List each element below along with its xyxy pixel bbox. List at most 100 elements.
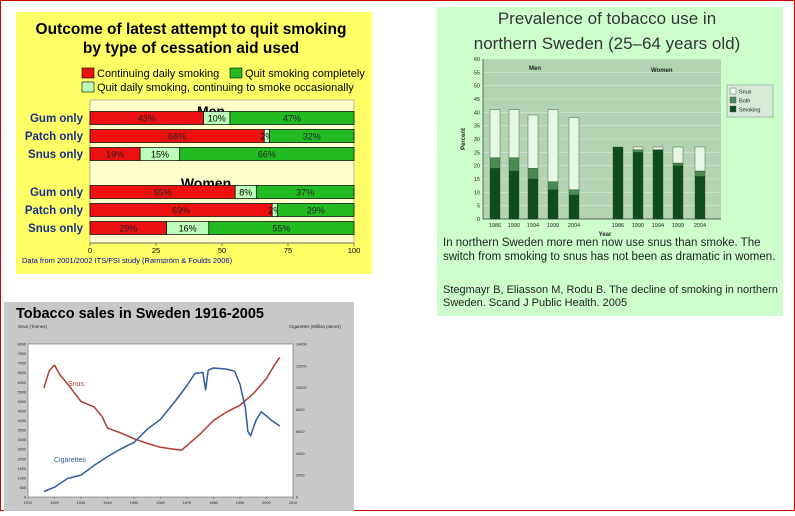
y-left-tick-label: 2000 [18,457,26,461]
bar-segment [208,221,355,235]
chart3-ylabel-right: Cigarettes (Million pieces) [289,324,341,329]
bar-segment [527,168,539,180]
legend-label-both: Both [739,99,750,105]
series-label-cigarettes: Cigarettes [54,457,86,464]
x-tick-label: 1970 [183,501,191,505]
bar-segment [489,168,501,220]
y-left-tick-label: 0 [24,496,26,500]
chart2-title-line1: Prevalence of tobacco use in [498,9,716,28]
category-label: Gum only [30,113,84,125]
y-left-tick-label: 4000 [18,419,26,423]
chart3-axes: 0 500 1000 1500 2000 2500 3000 3500 4000 4500 5000… [18,343,307,506]
y-left-tick-label: 4500 [18,409,26,413]
y-right-tick-label: 4000 [296,452,304,456]
y-tick-label: 50 [474,84,480,90]
bar-segment [568,194,580,220]
x-tick-label: 1940 [103,501,111,505]
data-label: 29% [307,206,325,216]
y-tick-label: 5 [477,204,480,210]
chart3-title: Tobacco sales in Sweden 1916-2005 [16,306,264,322]
chart1-x-axis: 0 25 50 75 100 [88,242,360,255]
y-left-tick-label: 3500 [18,429,26,433]
bar-segment [694,176,706,220]
bar-segment [277,203,355,217]
category-label: Patch only [25,205,84,217]
tobacco-sales-panel: Tobacco sales in Sweden 1916-2005 Snus (… [4,302,354,511]
x-tick-label: 1990 [632,223,644,229]
chart2-group-women: Women [651,68,673,74]
y-right-tick-label: 6000 [296,430,304,434]
x-tick-label: 2004 [568,223,580,229]
y-left-tick-label: 6500 [18,371,26,375]
snus-line [43,356,281,451]
category-label: Patch only [25,131,84,143]
y-left-tick-label: 5000 [18,400,26,404]
y-right-tick-label: 12000 [296,364,307,368]
legend-swatch-continuing [81,67,95,79]
chart1-source: Data from 2001/2002 ITS/FSI study (Ramst… [22,256,233,265]
data-label: 55% [154,188,172,198]
x-tick-label: 1920 [50,501,58,505]
prevalence-citation: Stegmayr B, Eliasson M, Rodu B. The decl… [443,284,778,309]
legend-label-continuing: Continuing daily smoking [97,68,219,80]
bar-segment [269,129,355,143]
chart2-axes: 0 5 10 15 20 25 30 35 40 45 50 55 60 1986 1990 1994 1999… [474,57,721,229]
y-tick-label: 45 [474,97,480,103]
legend-swatch-both [729,96,737,104]
legend-swatch-occasional [81,81,95,93]
x-tick-label: 1999 [672,223,684,229]
bar-segment [632,149,644,153]
bar-segment [229,111,355,125]
bar-segment [255,185,355,199]
x-tick-label: 50 [218,246,226,255]
chart1-bars: Gum only 43% 10% 47% Patch only 66% 2% 32% Snus … [25,111,355,235]
chart3-plot-area [27,343,294,498]
bar-segment [568,189,580,196]
data-label: 32% [303,132,321,142]
category-label: Gum only [30,187,84,199]
legend-label-snus: Snus [739,90,752,96]
legend-label-occasional: Quit daily smoking, continuing to smoke … [97,82,354,94]
quit-attempt-panel: Outcome of latest attempt to quit smokin… [16,12,372,274]
y-right-tick-label: 2000 [296,474,304,478]
x-tick-label: 1910 [24,501,32,505]
x-tick-label: 2000 [262,501,270,505]
data-label: 43% [138,114,156,124]
bar-segment [489,157,501,169]
chart1-title-line1: Outcome of latest attempt to quit smokin… [36,21,347,38]
bar-segment [672,165,684,220]
x-tick-label: 1960 [156,501,164,505]
bar-segment [547,189,559,220]
y-left-tick-label: 500 [20,486,26,490]
bar-segment [527,178,539,220]
y-left-tick-label: 5500 [18,390,26,394]
chart2-group-men: Men [529,66,541,72]
y-left-tick-label: 7500 [18,352,26,356]
x-tick-label: 1994 [527,223,539,229]
y-left-tick-label: 1500 [18,467,26,471]
series-label-snus: Snus [68,381,84,388]
y-tick-label: 0 [477,217,480,223]
bar-segment [652,149,664,220]
y-tick-label: 55 [474,70,480,76]
bar-segment [547,181,559,190]
bar-segment [632,146,644,150]
y-right-tick-label: 0 [296,496,298,500]
chart2-title-line2: northern Sweden (25–64 years old) [474,34,741,53]
bar-segment [568,117,580,190]
data-label: 66% [168,132,186,142]
prevalence-note: In northern Sweden more men now use snus… [443,237,776,263]
bar-segment [612,146,624,220]
data-label: 15% [151,150,169,160]
y-left-tick-label: 2500 [18,448,26,452]
bar-segment [508,170,520,220]
y-tick-label: 40 [474,110,480,116]
bar-segment [694,146,706,172]
bar-segment [489,109,501,158]
x-tick-label: 75 [284,246,292,255]
x-tick-label: 2004 [694,223,706,229]
data-label: 37% [296,188,314,198]
y-tick-label: 15 [474,177,480,183]
bar-segment [672,162,684,166]
x-tick-label: 1994 [652,223,664,229]
